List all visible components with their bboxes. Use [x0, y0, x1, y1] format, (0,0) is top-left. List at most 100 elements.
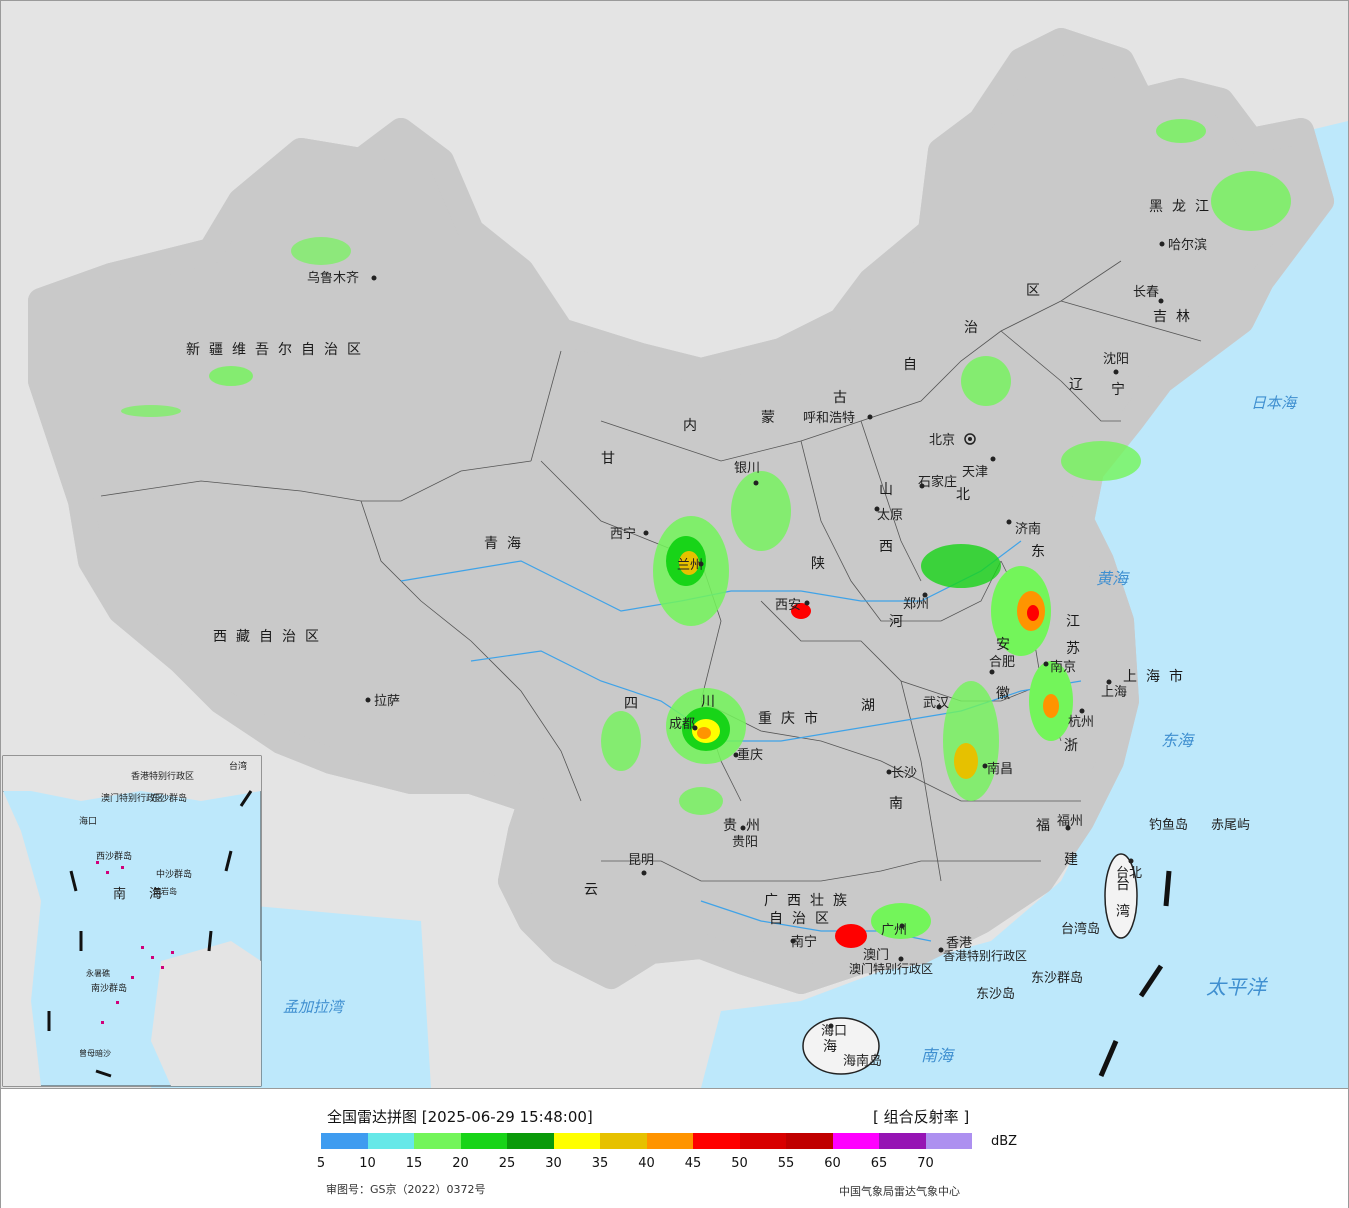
- svg-text:太原: 太原: [877, 508, 903, 523]
- province-dong: 东: [1031, 544, 1054, 560]
- svg-text:兰州: 兰州: [677, 558, 703, 573]
- province-he-nan: 河: [889, 614, 912, 630]
- province-chuan: 川: [701, 694, 724, 710]
- color-bin-7: [646, 1133, 693, 1149]
- island-chiwei: 赤尾屿: [1211, 818, 1250, 833]
- province-nan: 南: [889, 796, 912, 812]
- province-an: 安: [996, 637, 1019, 653]
- inset-label-macau: 澳门特别行政区: [101, 792, 164, 804]
- inset-label-hk: 香港特别行政区: [131, 770, 194, 782]
- radar-map: 南 海 东沙群岛 西沙群岛 中沙群岛 南沙群岛 永暑礁 曾母暗沙 香港特别行政区…: [1, 1, 1348, 1088]
- inset-label-xisha: 西沙群岛: [96, 850, 132, 862]
- svg-text:重庆: 重庆: [737, 747, 763, 763]
- color-tick-6: 35: [591, 1156, 609, 1171]
- city-shanghai: 上海: [1101, 679, 1127, 700]
- province-heilongjiang: 黑龙江: [1149, 199, 1218, 215]
- color-bin-9: [739, 1133, 786, 1149]
- svg-text:哈尔滨: 哈尔滨: [1168, 237, 1207, 253]
- svg-text:济南: 济南: [1015, 521, 1041, 537]
- city-lanzhou: 兰州: [677, 558, 704, 573]
- color-bin-13: [925, 1133, 972, 1149]
- sea-japan: 日本海: [1251, 394, 1298, 412]
- color-tick-10: 55: [777, 1156, 795, 1171]
- island-hainan: 海南岛: [843, 1053, 882, 1069]
- pacific-sea: [701, 301, 1348, 1088]
- color-tick-2: 15: [405, 1156, 423, 1171]
- inset-label-dongsha: 东沙群岛: [151, 792, 187, 804]
- city-shenyang: 沈阳: [1103, 352, 1129, 375]
- city-yinchuan: 银川: [734, 461, 760, 486]
- province-guangxi: 广西壮族: [764, 893, 856, 909]
- province-gan: 甘: [601, 451, 624, 467]
- color-tick-3: 20: [452, 1156, 469, 1171]
- province-labels: 新疆维吾尔自治区 西藏自治区 青海 甘 内 蒙 古 自 治 区 黑龙江 吉林 辽…: [186, 199, 1218, 1055]
- svg-text:成都: 成都: [669, 717, 695, 732]
- svg-text:银川: 银川: [734, 461, 760, 476]
- city-chengdu: 成都: [669, 717, 698, 732]
- province-zizhiqu: 自治区: [769, 911, 838, 927]
- city-xining: 西宁: [610, 526, 649, 542]
- city-taipei: 台北: [1116, 858, 1142, 881]
- color-tick-1: 10: [359, 1156, 376, 1171]
- svg-text:上海: 上海: [1101, 685, 1127, 700]
- svg-text:福州: 福州: [1057, 814, 1083, 829]
- color-tick-5: 30: [545, 1156, 562, 1171]
- svg-text:澳门: 澳门: [863, 947, 889, 963]
- island-dongsha-qundao: 东沙群岛: [1031, 970, 1083, 986]
- inset-label-nan: 南: [113, 886, 126, 902]
- sea-bengal: 孟加拉湾: [283, 998, 346, 1016]
- city-wuhan: 武汉: [923, 696, 949, 711]
- city-nanchang: 南昌: [982, 761, 1013, 777]
- svg-text:杭州: 杭州: [1068, 715, 1094, 730]
- legend-product: [ 组合反射率 ]: [873, 1108, 970, 1126]
- sea-huanghai: 黄海: [1096, 569, 1130, 588]
- province-nei: 内: [683, 418, 706, 434]
- province-fu: 福: [1036, 818, 1059, 834]
- city-haikou: 海口: [821, 1023, 847, 1039]
- macau-sar: 澳门特别行政区: [849, 961, 933, 976]
- city-nanning: 南宁: [790, 934, 817, 950]
- island-labels: 钓鱼岛 赤尾屿 台湾岛 东沙群岛 东沙岛 海南岛: [843, 817, 1250, 1069]
- city-fuzhou: 福州: [1057, 814, 1083, 831]
- hainan-island: [802, 1017, 880, 1075]
- city-chongqing: 重庆: [733, 747, 763, 763]
- svg-text:南京: 南京: [1050, 659, 1076, 675]
- color-tick-11: 60: [824, 1156, 841, 1171]
- svg-text:天津: 天津: [962, 465, 988, 480]
- province-bei: 北: [956, 487, 979, 503]
- province-shanghai: 上海市: [1123, 668, 1192, 685]
- color-tick-13: 70: [917, 1156, 934, 1171]
- province-hu: 湖: [861, 698, 884, 714]
- inset-label-zengmu: 曾母暗沙: [79, 1048, 111, 1058]
- svg-text:合肥: 合肥: [989, 655, 1015, 670]
- color-bin-3: [460, 1133, 507, 1149]
- city-guiyang: 贵阳: [732, 825, 758, 850]
- radar-map-svg: 南 海 东沙群岛 西沙群岛 中沙群岛 南沙群岛 永暑礁 曾母暗沙 香港特别行政区…: [1, 1, 1348, 1088]
- data-source: 中国气象局雷达气象中心: [839, 1185, 960, 1198]
- province-tai: 台: [1116, 877, 1139, 893]
- svg-text:北京: 北京: [929, 433, 955, 448]
- city-kunming: 昆明: [628, 853, 654, 876]
- svg-text:昆明: 昆明: [628, 853, 654, 868]
- city-hongkong: 香港: [938, 936, 972, 953]
- svg-text:长春: 长春: [1133, 285, 1159, 300]
- color-bin-5: [553, 1133, 600, 1149]
- color-bin-0: [321, 1133, 368, 1149]
- map-approval-number: 审图号：GS京（2022）0372号: [326, 1183, 486, 1196]
- province-si: 四: [624, 696, 647, 712]
- svg-text:石家庄: 石家庄: [918, 474, 957, 490]
- inset-label-taiwan: 台湾: [229, 760, 247, 772]
- city-hohhot: 呼和浩特: [803, 411, 873, 426]
- color-bin-4: [507, 1133, 554, 1149]
- inset-label-yongshu: 永暑礁: [86, 968, 110, 978]
- inset-label-haikou: 海口: [79, 815, 97, 827]
- city-zhengzhou: 郑州: [903, 592, 929, 612]
- province-gu: 古: [833, 390, 856, 406]
- legend-title: 全国雷达拼图 [2025-06-29 15:48:00]: [327, 1108, 593, 1126]
- province-qu: 区: [1026, 283, 1049, 299]
- province-jilin: 吉林: [1153, 309, 1199, 325]
- color-tick-12: 65: [870, 1156, 888, 1171]
- inset-label-nansha: 南沙群岛: [91, 982, 127, 994]
- inset-label-huangyan: 黄岩岛: [153, 886, 177, 896]
